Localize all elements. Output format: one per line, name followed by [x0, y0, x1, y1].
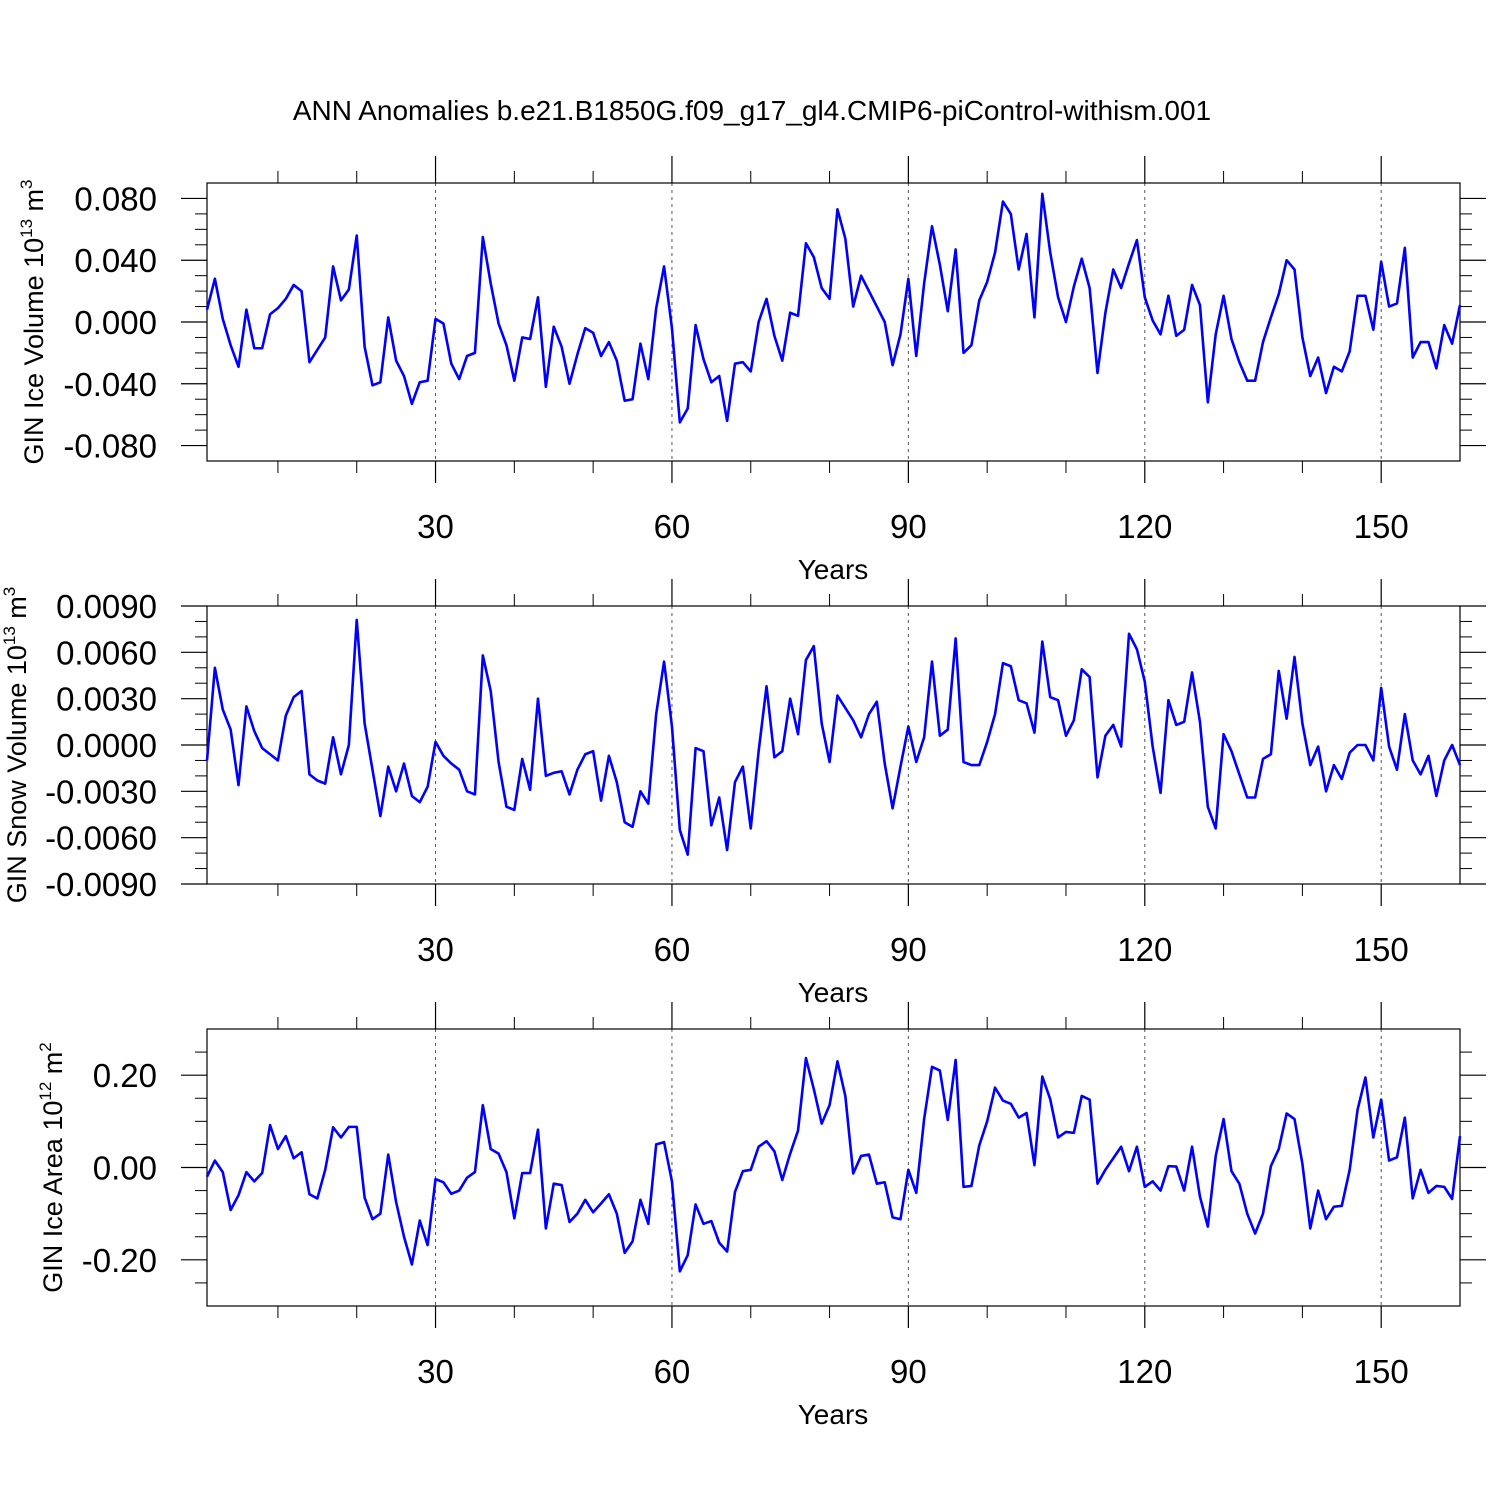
y-tick-label: -0.080: [63, 428, 157, 465]
x-tick-label: 90: [890, 508, 927, 545]
x-axis-label: Years: [798, 554, 869, 585]
x-tick-label: 60: [654, 1353, 691, 1390]
plot-frame: [206, 182, 1461, 462]
y-tick-label: 0.080: [74, 180, 157, 217]
panel-2: 30 60 90 120 150 Years -0.0090 -0.0060 -0.0030 0.…: [0, 579, 1486, 1008]
y-tick-label: -0.0030: [45, 773, 157, 810]
x-tick-label: 30: [417, 1353, 454, 1390]
x-tick-label: 90: [890, 1353, 927, 1390]
y-tick-label: 0.20: [93, 1057, 157, 1094]
x-tick-label: 150: [1354, 931, 1409, 968]
y-tick-label: 0.000: [74, 304, 157, 341]
x-tick-label: 60: [654, 931, 691, 968]
y-axis-label: GIN Snow Volume 1013 m3: [0, 587, 32, 904]
y-axis-label: GIN Ice Volume 1013 m3: [17, 179, 49, 464]
x-tick-label: 120: [1117, 508, 1172, 545]
x-tick-label: 120: [1117, 931, 1172, 968]
y-tick-label: 0.00: [93, 1150, 157, 1187]
series-line: [205, 192, 1462, 424]
series-line: [205, 1056, 1462, 1273]
x-tick-label: 60: [654, 508, 691, 545]
x-axis-label: Years: [798, 977, 869, 1008]
y-tick-label: -0.040: [63, 366, 157, 403]
x-axis-label: Years: [798, 1399, 869, 1430]
y-tick-label: 0.0030: [56, 681, 157, 718]
y-tick-label: 0.0090: [56, 588, 157, 625]
y-tick-label: 0.040: [74, 242, 157, 279]
plot-frame: [206, 1028, 1461, 1307]
y-tick-label: -0.0090: [45, 866, 157, 903]
x-tick-label: 30: [417, 508, 454, 545]
y-axis-label: GIN Ice Area 1012 m2: [36, 1042, 68, 1293]
panel-3: 30 60 90 120 150 Years -0.20 0.00 0.20 GIN Ice Ar…: [36, 1002, 1486, 1430]
x-tick-label: 30: [417, 931, 454, 968]
y-tick-label: 0.0060: [56, 634, 157, 671]
panel-1: 30 60 90 120 150 Years -0.080 -0.040 0.000 0.040 0…: [17, 156, 1486, 585]
y-tick-label: 0.0000: [56, 727, 157, 764]
x-tick-label: 150: [1354, 1353, 1409, 1390]
y-tick-label: -0.0060: [45, 820, 157, 857]
y-tick-label: -0.20: [82, 1242, 157, 1279]
figure-title: ANN Anomalies b.e21.B1850G.f09_g17_gl4.C…: [293, 95, 1211, 126]
x-tick-label: 90: [890, 931, 927, 968]
series-line: [205, 618, 1462, 856]
x-tick-label: 120: [1117, 1353, 1172, 1390]
x-tick-label: 150: [1354, 508, 1409, 545]
